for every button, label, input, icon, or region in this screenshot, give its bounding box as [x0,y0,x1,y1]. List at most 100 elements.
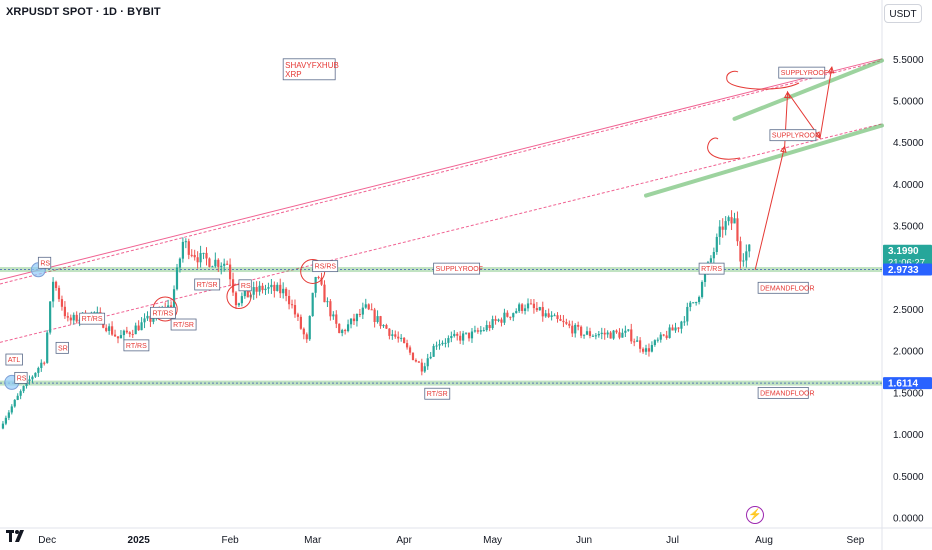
annotation-label: ATL [5,353,23,366]
candle-body [591,335,595,337]
candle-body [577,324,580,327]
candle-body [113,334,117,337]
annotation-label-text: SUPPLYROOF [436,266,483,273]
candle-body [105,327,108,331]
candle-body [63,306,66,317]
candle-body [609,332,612,339]
candle-body [556,315,559,319]
candle-body [712,251,715,259]
candle-body [116,336,120,339]
annotation-label: SUPPLYROOF [778,66,828,79]
candles-group [1,210,751,430]
candle-body [656,339,659,341]
candle-body [503,312,506,323]
projection-arrowhead [813,131,821,139]
candle-body [358,313,361,315]
candle-body [526,303,530,309]
annotation-label: RT/SR [194,278,221,291]
price-tag-box [883,244,932,269]
candle-body [49,301,52,333]
annotation-label: RS [37,256,52,269]
candle-body [506,312,509,317]
candle-body [730,217,733,224]
annotation-label-text: RT/RS [126,343,147,350]
candle-body [16,395,19,400]
candle-body [733,218,736,224]
candle-body [302,328,305,335]
candle-body [75,314,78,322]
annotation-label: SUPPLYROOF [769,129,819,142]
candle-body [700,281,704,298]
annotation-label-box [55,341,69,354]
y-tick-label: 3.5000 [893,222,924,233]
candle-body [497,319,500,321]
candle-body [500,319,503,323]
annotation-label-box [79,312,106,325]
flash-icon[interactable]: ⚡ [746,506,764,524]
candle-body [296,314,300,317]
annotation-label: RT/RS [150,306,176,319]
price-tag: 2.9733 [883,263,932,276]
candle-body [532,303,536,309]
candle-body [267,287,270,289]
annotation-label-box [312,260,339,273]
candle-body [40,362,43,368]
price-tag: 1.6114 [883,377,932,390]
candle-body [426,358,429,367]
currency-button[interactable]: USDT [884,4,922,23]
price-tag-label: 2.9733 [888,265,919,276]
candle-body [119,335,123,339]
candle-body [273,284,276,292]
candle-body [190,254,193,256]
candle-body [438,344,441,346]
annotation-label: RT/RS [123,339,150,352]
candle-body [184,241,187,243]
candle-body [146,315,149,319]
candle-body [54,281,58,288]
candle-body [488,325,491,329]
candle-body [264,288,267,291]
annotation-label: RS [14,371,28,384]
channel-trendline [0,123,883,343]
candle-body [211,266,214,268]
candle-body [435,345,438,347]
candle-body [588,331,592,336]
candle-body [22,386,25,392]
annotation-label-box [698,262,725,275]
annotation-label-text: RS [241,283,251,290]
annotation-label-text: RS [17,375,27,382]
candle-body [703,272,707,282]
candle-body [417,361,420,363]
candle-body [400,337,403,339]
x-tick-label: May [483,535,502,546]
annotation-label-text: XRP [285,70,301,79]
tradingview-logo-icon [6,530,24,542]
candle-body [314,277,317,293]
candle-body [724,221,727,230]
candle-body [544,313,547,317]
candle-body [662,334,665,336]
x-tick-label: 2025 [128,535,151,546]
candle-body [10,406,13,413]
candle-body [636,340,639,342]
candle-body [217,259,220,267]
candle-body [485,325,488,331]
candle-body [323,284,326,303]
candle-body [178,258,182,268]
candle-body [341,330,344,334]
candle-body [214,259,217,267]
annotation-label: RT/RS [698,262,725,275]
candle-body [494,319,497,321]
candle-body [329,301,332,317]
annotation-label-text: RT/SR [427,391,448,398]
candle-body [447,338,450,343]
candle-body [199,253,202,263]
annotation-label-text: RT/RS [152,310,173,317]
candle-body [491,319,494,329]
candle-body [698,297,701,303]
annotation-label-text: DEMANDFLOOR [760,285,814,292]
candle-body [205,252,208,259]
candle-body [689,302,692,307]
candle-body [1,423,5,429]
